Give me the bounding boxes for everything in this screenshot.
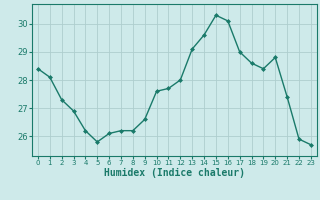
X-axis label: Humidex (Indice chaleur): Humidex (Indice chaleur) xyxy=(104,168,245,178)
